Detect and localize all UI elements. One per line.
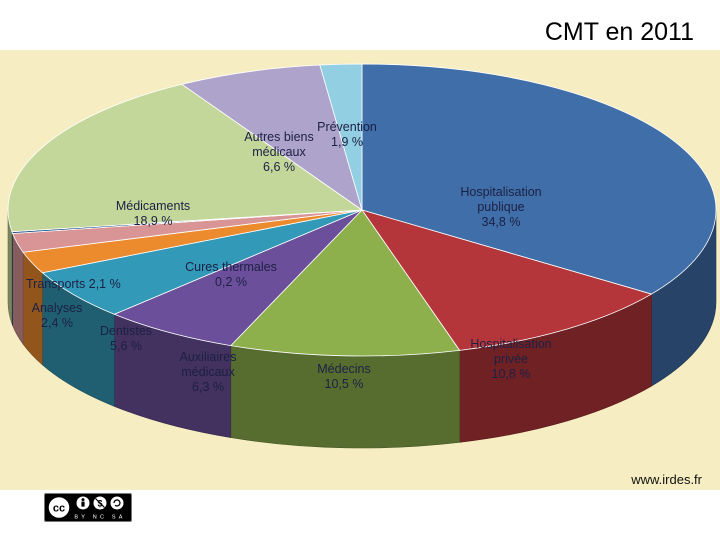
cc-icon: [47, 495, 71, 520]
pie-slice-prevention: [319, 63, 363, 211]
slice-value-text: 18,9 %: [134, 214, 173, 228]
pie-slices: [7, 63, 717, 357]
slice-value-text: 6,6 %: [263, 160, 295, 174]
slice-value-text: 1,9 %: [331, 135, 363, 149]
pie-slice-hospitalisation-privee: [361, 209, 653, 351]
license-badge-text: BY NC SA: [74, 515, 125, 521]
pie-slice-medicaments: [7, 83, 364, 233]
pie-label-transports: Transports 2,1 %: [26, 277, 121, 291]
slice-label-text: médicaux: [181, 365, 235, 379]
slide-title: CMT en 2011: [544, 18, 694, 46]
slice-label-text: privée: [494, 352, 528, 366]
slice-value-text: 34,8 %: [482, 215, 521, 229]
sa-icon: [110, 496, 124, 510]
pie-sides: [7, 209, 717, 449]
svg-text:cc: cc: [53, 503, 65, 515]
slice-label-text: Prévention: [317, 120, 377, 134]
slice-label-text: Auxiliaires: [180, 350, 237, 364]
pie-side-medecins: [230, 345, 460, 449]
pie-slice-hospitalisation-publique: [361, 63, 717, 295]
source-credit: www.irdes.fr: [631, 472, 702, 487]
slice-label-text: Cures thermales: [185, 260, 277, 274]
slice-label-text: publique: [477, 200, 524, 214]
slice-label-text: Dentistes: [100, 324, 152, 338]
slice-label-text: Hospitalisation: [460, 185, 541, 199]
slice-label-text: Médecins: [317, 362, 371, 376]
slice-label-text: médicaux: [252, 145, 306, 159]
slice-value-text: 0,2 %: [215, 275, 247, 289]
slice-value-text: 5,6 %: [110, 339, 142, 353]
slice-label-text: Médicaments: [116, 199, 190, 213]
pie-slice-auxiliaires-medicaux: [113, 209, 363, 347]
slice-value-text: 2,4 %: [41, 316, 73, 330]
slice-value-text: 10,8 %: [492, 367, 531, 381]
pie-slice-autres-biens-medicaux: [181, 64, 363, 211]
pie-slice-medecins: [229, 209, 461, 357]
slice-value-text: 6,3 %: [192, 380, 224, 394]
slice-label-text: Analyses: [32, 301, 83, 315]
slice-label-text: Hospitalisation: [470, 337, 551, 351]
slice-value-text: 10,5 %: [325, 377, 364, 391]
slice-label-text: Transports 2,1 %: [26, 277, 121, 291]
cc-license-badge: cc $ BY NC SA: [44, 493, 132, 522]
slice-label-text: Autres biens: [244, 130, 313, 144]
